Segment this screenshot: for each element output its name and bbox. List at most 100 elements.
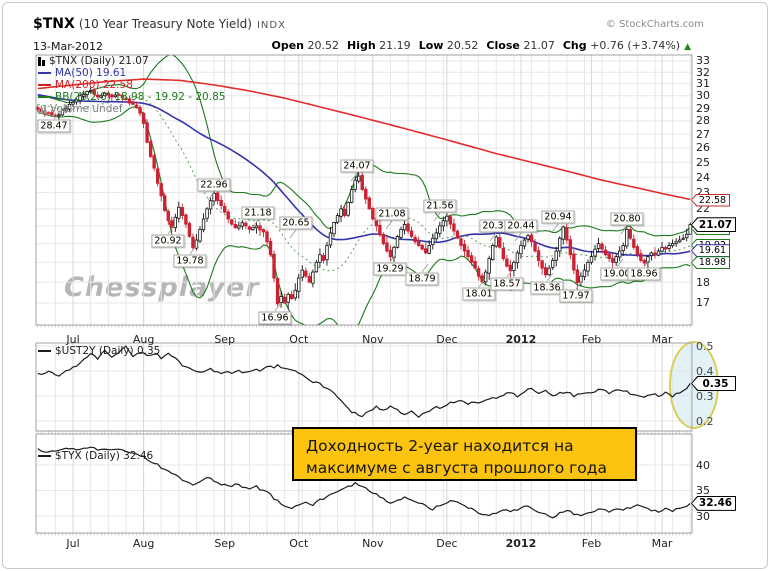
chart-date: 13-Mar-2012 [33,40,103,53]
tnx-axis-box-value: 22.58 [692,194,729,206]
main-ytick: 33 [696,54,710,68]
candles-layer [36,87,692,310]
tnx-legend-row: Volume undef [38,103,123,115]
exchange-label: INDX [256,20,286,31]
ust2y-legend-row: $UST2Y (Daily) 0.35 [38,345,160,357]
price-label: 18.36 [530,281,564,295]
volume-bars-icon [38,104,46,114]
main-ytick: 32 [696,65,710,79]
tnx-axis-box-value: 19.61 [692,245,729,257]
line-swatch-icon [38,455,51,457]
price-label: 19.29 [373,262,407,276]
price-label: 20.92 [151,234,185,248]
tnx-legend-row: $TNX (Daily) 21.07 [38,55,149,67]
tnx-legend-row: BB(20,2.0) 18.98 - 19.92 - 20.85 [38,91,225,103]
tnx-legend-label: BB(20,2.0) 18.98 - 19.92 - 20.85 [55,91,226,103]
main-ytick: 25 [696,155,710,169]
line-swatch-icon [38,84,51,86]
x-axis-month-Feb: Feb [581,333,602,346]
panel-border-0 [35,54,693,326]
ust2y-axis-box-value: 0.35 [692,377,735,390]
ust2y-ytick: 0.2 [696,414,714,428]
x-axis-month-Mar: Mar [651,537,673,550]
price-label: 20.80 [610,212,644,226]
quote-value: 21.07 [519,39,555,52]
ust2y-ytick: 0.4 [696,364,714,378]
price-label: 18.01 [462,287,496,301]
price-label: 20.37 [479,219,513,233]
price-label: 21.08 [375,207,409,221]
main-ytick: 29 [696,101,710,115]
tyx-axis-box-value: 32.46 [692,496,735,510]
tyx-legend-label: $TYX (Daily) 32.46 [55,450,154,462]
main-ytick: 30 [696,89,710,103]
price-label: 22.96 [197,178,231,192]
line-swatch-icon [38,96,51,98]
ust2y-ytick: 0.5 [696,339,714,353]
quote-label: Low [418,39,444,52]
main-ytick: 26 [696,141,710,155]
annotation-note: Доходность 2-year находится на максимуме… [292,427,637,481]
x-axis-month-Jul: Jul [66,333,80,346]
ust2y-legend-label: $UST2Y (Daily) 0.35 [55,345,161,357]
quote-value: 21.19 [375,39,411,52]
tnx-axis-box-value: 21.07 [692,218,735,232]
tnx-axis-box: 19.61 [691,244,730,258]
tnx-legend-label: MA(200) 22.58 [55,79,133,91]
price-label: 20.44 [504,219,538,233]
main-ytick: 27 [696,127,710,141]
x-axis-month-Feb: Feb [581,537,602,550]
tyx-ytick: 35 [696,484,710,497]
tnx-axis-box: 21.07 [691,217,736,233]
tyx-ytick: 40 [696,458,710,472]
tyx-axis-box: 32.46 [691,495,736,511]
tyx-ytick: 30 [696,509,710,523]
quote-label: Close [486,39,520,52]
x-axis-month-Nov: Nov [362,537,384,550]
x-axis-month-2012: 2012 [505,537,537,550]
ust2y-ytick: 0.3 [696,389,714,403]
tnx-legend-label: $TNX (Daily) 21.07 [49,55,149,67]
main-ytick: 18 [696,275,710,289]
quote-label: Chg [562,39,587,52]
tyx-legend-row: $TYX (Daily) 32.46 [38,450,153,462]
price-label: 21.56 [423,199,457,213]
x-axis-month-Dec: Dec [436,537,458,550]
label-callouts [53,110,651,312]
$UST2Y (Daily)-line [37,345,691,419]
copyright: © StockCharts.com [605,19,704,30]
x-axis-month-Mar: Mar [651,333,673,346]
x-axis-month-2012: 2012 [505,333,537,346]
price-label: 19.78 [173,254,207,268]
line-swatch-icon [38,72,51,74]
symbol: $TNX [33,16,75,32]
tnx-legend-label: Volume undef [50,103,123,115]
chart-header: $TNX (10 Year Treasury Note Yield) INDX [33,13,286,32]
annotation-line1: Доходность 2-year находится на [306,437,574,455]
ust2y-axis-box: 0.35 [691,376,736,391]
main-ytick: 17 [696,296,710,310]
quote-value: 20.52 [443,39,479,52]
tnx-axis-box-value: 18.98 [692,257,729,269]
x-axis-month-Jul: Jul [66,537,80,550]
price-label: 18.79 [405,272,439,286]
price-label: 17.97 [559,289,593,303]
price-label: 20.94 [541,210,575,224]
price-label: 16.96 [258,311,292,325]
annotation-line2: максимуме с августа прошлого года [306,459,607,477]
price-label: 18.57 [490,277,524,291]
line-swatch-icon [38,350,51,352]
x-axis-month-Oct: Oct [289,537,309,550]
main-ytick: 28 [696,114,710,128]
symbol-name: (10 Year Treasury Note Yield) [78,17,252,31]
x-axis-month-Sep: Sep [214,537,236,550]
tnx-axis-box: 22.58 [691,193,730,207]
candlestick-icon [38,56,45,66]
quote-row: Open 20.52 High 21.19 Low 20.52 Close 21.07… [263,39,691,52]
main-ytick: 31 [696,77,710,91]
x-axis-month-Dec: Dec [436,333,458,346]
quote-label: High [347,39,376,52]
x-axis-month-Oct: Oct [289,333,309,346]
main-ytick: 24 [696,170,710,184]
